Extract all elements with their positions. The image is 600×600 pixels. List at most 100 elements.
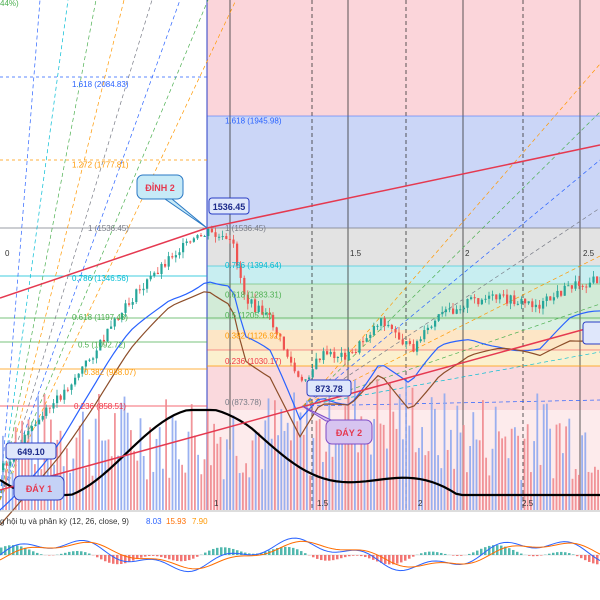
volume-bar [258, 432, 260, 510]
macd-hist-bar [320, 555, 323, 561]
macd-hist-bar [316, 555, 319, 559]
macd-hist-bar [240, 551, 243, 555]
macd-hist-bar [340, 555, 343, 559]
macd-hist-bar [516, 551, 519, 555]
candle-body [66, 389, 69, 391]
candle-body [441, 312, 444, 315]
volume-bar [414, 452, 417, 510]
fib-left-label-3: 0.786 (1346.56) [72, 274, 129, 283]
candle-body [444, 309, 447, 313]
candle-body [592, 276, 595, 283]
candle-body [99, 339, 102, 351]
candle-body [164, 263, 167, 267]
volume-bar [261, 469, 263, 510]
volume-bar [168, 477, 171, 510]
macd-hist-bar [244, 552, 247, 555]
candle-body [200, 235, 203, 237]
fan-line-right-2 [302, 303, 600, 407]
volume-bar [456, 405, 459, 510]
volume-bar [152, 471, 155, 510]
ma-line [0, 408, 600, 497]
volume-bar [149, 427, 151, 510]
candle-body [293, 362, 296, 372]
candle-body [362, 341, 365, 343]
candle-body [318, 358, 321, 361]
candle-body [333, 351, 336, 359]
volume-bar [424, 455, 427, 510]
candle-body [491, 294, 494, 296]
macd-hist-bar [564, 552, 567, 555]
volume-bar [309, 475, 311, 510]
volume-bar [82, 411, 84, 510]
volume-bar [405, 380, 407, 510]
volume-bar [581, 435, 583, 510]
candle-body [437, 314, 440, 321]
candle-body [412, 343, 415, 352]
peak-price-box: 1536.45 [208, 197, 250, 215]
candle-body [567, 285, 570, 287]
candle-body [207, 228, 210, 236]
candle-body [390, 324, 393, 329]
candle-body [192, 238, 195, 242]
candle-body [23, 434, 26, 443]
volume-bar [402, 439, 404, 510]
candle-body [516, 303, 519, 305]
candle-body [462, 307, 465, 310]
macd-hist-bar [576, 555, 579, 557]
volume-bar [270, 438, 273, 510]
macd-hist-bar [236, 550, 239, 555]
fan-labels: 0 1.5 2 2.5 1 1.5 2 2.5 [5, 249, 595, 508]
indicator-lines [0, 281, 600, 526]
macd-hist-bar [64, 552, 67, 555]
volume-bar [248, 477, 251, 510]
candle-body [419, 339, 422, 342]
fan-line-right-0 [302, 399, 600, 407]
macd-hist-bar [492, 545, 495, 555]
volume-bar [14, 426, 17, 510]
fan-bottom-label-0: 1 [214, 499, 219, 508]
fan-line-left-3 [0, 0, 125, 501]
volume-bar [226, 439, 228, 510]
volume-bar [229, 449, 231, 510]
fib-left-label-6: 0.382 (988.07) [84, 368, 136, 377]
volume-bar [443, 393, 446, 510]
macd-hist-bar [284, 546, 287, 555]
volume-bar [466, 472, 468, 510]
macd-hist-bar [368, 555, 371, 559]
macd-hist-bar [180, 555, 183, 562]
volume-bar [235, 455, 238, 510]
volume-bar [440, 468, 443, 510]
macd-hist-bar [136, 555, 139, 560]
fan-line-left-5 [0, 0, 181, 501]
candle-body [117, 318, 120, 320]
candle-body [297, 371, 300, 377]
candle-body [326, 351, 329, 355]
candle-body [315, 358, 318, 370]
volume-bar [216, 443, 219, 510]
volume-bar [395, 428, 398, 510]
fib-labels: 1.618 (2084.83) 1.272 (1777.81) 1 (1536.45… [72, 80, 282, 411]
volume-bar [178, 459, 180, 510]
macd-hist-bar [536, 555, 539, 557]
macd-hist-bar [108, 555, 111, 563]
volume-bar [510, 428, 513, 510]
trend-lines [0, 144, 600, 491]
candle-body [27, 430, 30, 435]
candle-body [225, 236, 228, 239]
candle-body [322, 351, 325, 361]
volume-bar [482, 400, 484, 510]
volume-bar [421, 427, 423, 510]
macd-hist-bar [220, 547, 223, 555]
candle-body [106, 328, 109, 342]
macd-hist-bar [272, 549, 275, 555]
volume-bar [590, 472, 593, 510]
volume-bar [344, 406, 347, 510]
macd-hist-bar [124, 555, 127, 564]
macd-hist-bar [8, 545, 11, 555]
volume-bar [59, 430, 62, 510]
volume-bar [302, 434, 305, 510]
channel-line-brown [0, 291, 600, 526]
candle-body [113, 318, 116, 327]
volume-bar [437, 455, 439, 510]
